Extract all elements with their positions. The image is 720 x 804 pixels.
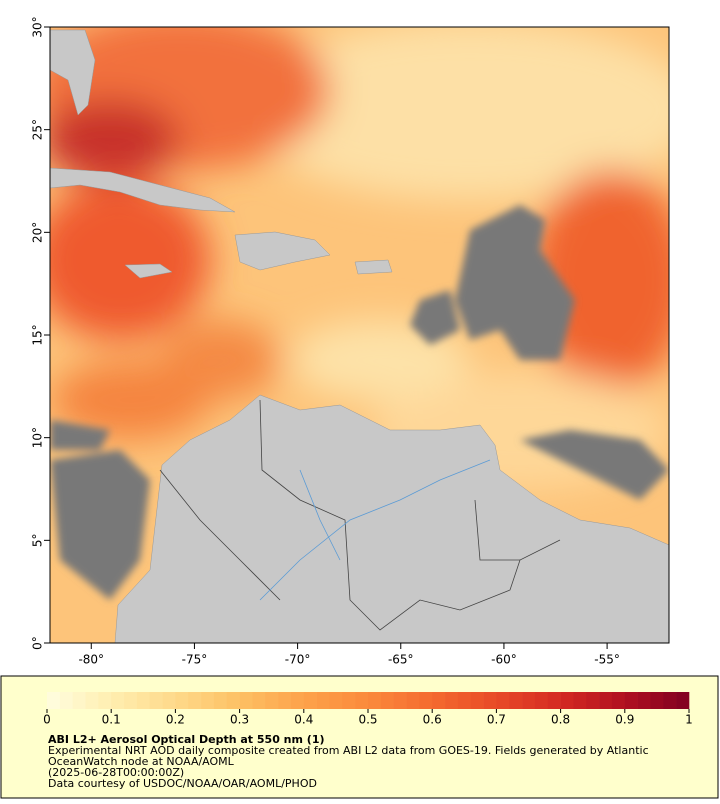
colorbar-cell xyxy=(611,692,626,709)
colorbar-cell xyxy=(509,692,523,709)
colorbar-cell xyxy=(47,692,61,709)
colorbar-cell xyxy=(175,692,189,709)
colorbar-cell xyxy=(355,692,369,709)
colorbar-cell xyxy=(419,692,433,709)
colorbar-cell xyxy=(624,692,638,709)
x-tick-label: -55° xyxy=(594,653,620,667)
y-tick-label: 30° xyxy=(31,16,45,37)
colorbar-tick-label: 0.8 xyxy=(551,713,570,727)
colorbar-cell xyxy=(393,692,407,709)
colorbar-cell xyxy=(98,692,112,709)
colorbar-cell xyxy=(586,692,600,709)
x-tick-label: -60° xyxy=(491,653,517,667)
y-tick-label: 0° xyxy=(31,636,45,650)
colorbar-tick-label: 0.7 xyxy=(487,713,506,727)
colorbar-tick-label: 0.9 xyxy=(615,713,634,727)
colorbar-tick-label: 0.4 xyxy=(294,713,313,727)
colorbar-cell xyxy=(560,692,574,709)
colorbar-cell xyxy=(368,692,382,709)
colorbar-cell xyxy=(290,692,305,709)
caption-line: Experimental NRT AOD daily composite cre… xyxy=(48,744,649,757)
colorbar-tick-label: 0.1 xyxy=(102,713,121,727)
x-tick-label: -80° xyxy=(78,653,104,667)
x-tick-label: -65° xyxy=(388,653,414,667)
colorbar-cell xyxy=(124,692,138,709)
colorbar-cell xyxy=(599,692,613,709)
caption-line: (2025-06-28T00:00:00Z) xyxy=(48,766,184,779)
colorbar-cell xyxy=(188,692,202,709)
y-tick-label: 15° xyxy=(31,324,45,345)
colorbar-cell xyxy=(676,692,690,709)
x-tick-label: -75° xyxy=(182,653,208,667)
y-tick-label: 25° xyxy=(31,119,45,140)
colorbar-cell xyxy=(573,692,587,709)
y-tick-label: 20° xyxy=(31,222,45,243)
colorbar-cell xyxy=(496,692,510,709)
colorbar-cell xyxy=(239,692,253,709)
colorbar-cell xyxy=(303,692,317,709)
colorbar-cell xyxy=(406,692,420,709)
colorbar-cell xyxy=(380,692,394,709)
colorbar-cell xyxy=(316,692,330,709)
colorbar-cell xyxy=(265,692,279,709)
colorbar-cell xyxy=(85,692,99,709)
colorbar-cell xyxy=(547,692,561,709)
colorbar-cell xyxy=(522,692,536,709)
colorbar-cell xyxy=(650,692,664,709)
colorbar-cell xyxy=(59,692,73,709)
colorbar-cell xyxy=(226,692,240,709)
y-tick-label: 5° xyxy=(31,534,45,548)
colorbar-tick-label: 0.5 xyxy=(358,713,377,727)
colorbar-cell xyxy=(470,692,484,709)
colorbar-tick-label: 1 xyxy=(685,713,693,727)
colorbar-cell xyxy=(72,692,86,709)
colorbar-cell xyxy=(432,692,446,709)
colorbar-cell xyxy=(213,692,228,709)
caption-title: ABI L2+ Aerosol Optical Depth at 550 nm … xyxy=(48,733,325,746)
x-tick-label: -70° xyxy=(285,653,311,667)
colorbar-tick-label: 0.6 xyxy=(423,713,442,727)
caption-line: OceanWatch node at NOAA/AOML xyxy=(48,755,235,768)
colorbar-cell xyxy=(252,692,266,709)
colorbar-cell xyxy=(637,692,651,709)
colorbar-cell xyxy=(342,692,356,709)
colorbar-cell xyxy=(201,692,215,709)
colorbar-cell xyxy=(329,692,343,709)
axes: -80° -75° -70° -65° -60° -55° 0° 5° 10° 15° 20° 25°… xyxy=(31,16,620,666)
colorbar-tick-label: 0.3 xyxy=(230,713,249,727)
colorbar-cell xyxy=(278,692,292,709)
caption-line: Data courtesy of USDOC/NOAA/OAR/AOML/PHO… xyxy=(48,777,317,790)
colorbar-cell xyxy=(149,692,163,709)
y-tick-label: 10° xyxy=(31,427,45,448)
colorbar-tick-label: 0.2 xyxy=(166,713,185,727)
colorbar: 0 0.1 0.2 0.3 0.4 0.5 0.6 0.7 0.8 0.9 1 xyxy=(43,692,693,727)
colorbar-cell xyxy=(483,692,497,709)
colorbar-cell xyxy=(111,692,125,709)
colorbar-cell xyxy=(162,692,176,709)
colorbar-cell xyxy=(534,692,549,709)
colorbar-cell xyxy=(457,692,472,709)
map-image xyxy=(50,27,669,643)
colorbar-cell xyxy=(663,692,677,709)
colorbar-tick-label: 0 xyxy=(43,713,51,727)
colorbar-cell xyxy=(445,692,459,709)
colorbar-cell xyxy=(136,692,151,709)
